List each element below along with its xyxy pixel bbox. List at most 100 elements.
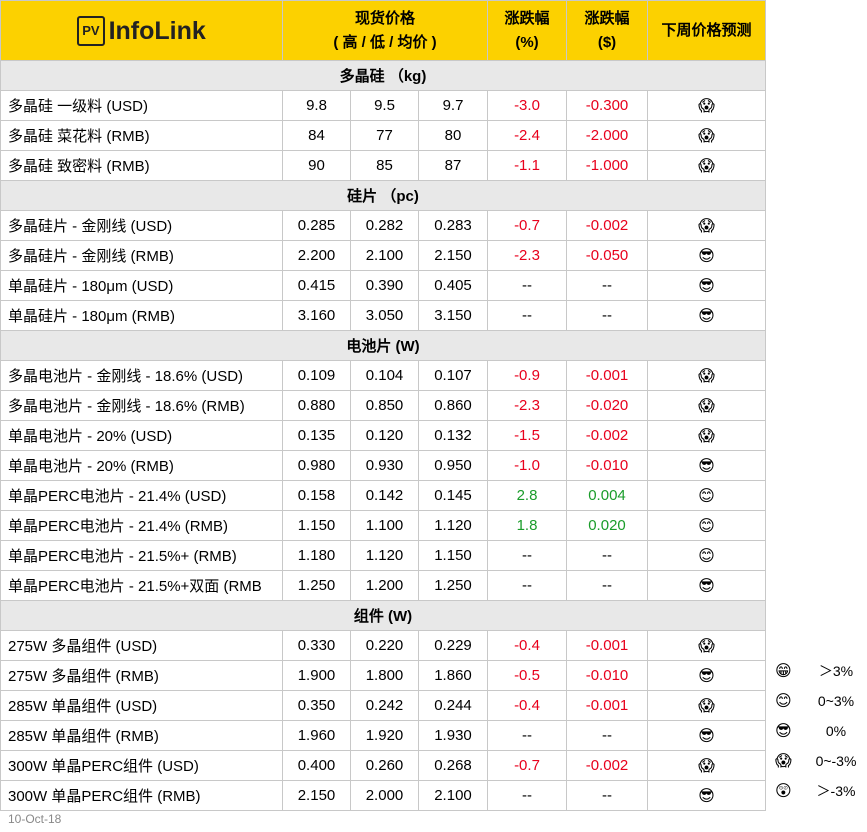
- forecast-icon: 😎: [647, 240, 766, 271]
- data-row: 多晶硅 一级料 (USD) 9.8 9.5 9.7 -3.0 -0.300 😱: [0, 90, 766, 121]
- change-usd: -0.300: [566, 90, 648, 121]
- section-title: 组件 (W): [0, 600, 766, 631]
- product-name: 单晶PERC电池片 - 21.5%+双面 (RMB: [0, 570, 283, 601]
- product-name: 单晶硅片 - 180μm (USD): [0, 270, 283, 301]
- data-row: 多晶硅 致密料 (RMB) 90 85 87 -1.1 -1.000 😱: [0, 150, 766, 181]
- price-high: 0.980: [282, 450, 351, 481]
- change-usd: -0.010: [566, 450, 648, 481]
- legend-icon: 😎: [775, 723, 792, 740]
- forecast-icon: 😱: [647, 210, 766, 241]
- change-usd: --: [566, 540, 648, 571]
- change-usd: --: [566, 780, 648, 811]
- change-usd: 0.004: [566, 480, 648, 511]
- price-avg: 0.107: [418, 360, 488, 391]
- change-pct: -2.3: [487, 240, 567, 271]
- change-pct: -1.0: [487, 450, 567, 481]
- price-avg: 0.244: [418, 690, 488, 721]
- change-pct: -1.5: [487, 420, 567, 451]
- product-name: 单晶PERC电池片 - 21.4% (USD): [0, 480, 283, 511]
- product-name: 300W 单晶PERC组件 (RMB): [0, 780, 283, 811]
- forecast-icon: 😱: [647, 150, 766, 181]
- price-high: 0.109: [282, 360, 351, 391]
- price-high: 1.250: [282, 570, 351, 601]
- price-high: 0.330: [282, 630, 351, 661]
- price-avg: 1.250: [418, 570, 488, 601]
- price-avg: 0.229: [418, 630, 488, 661]
- change-usd: --: [566, 570, 648, 601]
- price-low: 0.850: [350, 390, 419, 421]
- change-pct: -0.4: [487, 630, 567, 661]
- change-pct: -1.1: [487, 150, 567, 181]
- data-row: 单晶PERC电池片 - 21.4% (USD) 0.158 0.142 0.145 2.…: [0, 480, 766, 511]
- usd-title: 涨跌幅: [584, 9, 630, 27]
- price-high: 9.8: [282, 90, 351, 121]
- product-name: 单晶电池片 - 20% (RMB): [0, 450, 283, 481]
- pct-unit: (%): [515, 33, 539, 51]
- price-low: 0.390: [350, 270, 419, 301]
- change-pct: 1.8: [487, 510, 567, 541]
- price-avg: 1.930: [418, 720, 488, 751]
- price-high: 1.900: [282, 660, 351, 691]
- change-usd: --: [566, 270, 648, 301]
- change-pct: --: [487, 720, 567, 751]
- price-avg: 9.7: [418, 90, 488, 121]
- product-name: 285W 单晶组件 (USD): [0, 690, 283, 721]
- product-name: 多晶硅片 - 金刚线 (USD): [0, 210, 283, 241]
- price-low: 85: [350, 150, 419, 181]
- forecast-icon: 😎: [647, 660, 766, 691]
- product-name: 单晶PERC电池片 - 21.4% (RMB): [0, 510, 283, 541]
- legend-icon: 😁: [775, 663, 792, 680]
- product-name: 单晶硅片 - 180μm (RMB): [0, 300, 283, 331]
- forecast-header: 下周价格预测: [647, 0, 766, 61]
- data-row: 单晶硅片 - 180μm (RMB) 3.160 3.050 3.150 -- -- 😎: [0, 300, 766, 331]
- price-avg: 80: [418, 120, 488, 151]
- data-row: 300W 单晶PERC组件 (USD) 0.400 0.260 0.268 -0.7 -0…: [0, 750, 766, 781]
- price-low: 1.920: [350, 720, 419, 751]
- price-avg: 2.150: [418, 240, 488, 271]
- data-row: 285W 单晶组件 (USD) 0.350 0.242 0.244 -0.4 -0.001…: [0, 690, 766, 721]
- forecast-icon: 😱: [647, 120, 766, 151]
- legend: 😁 ＞3% 😊 0~3% 😎 0% 😱 0~-3% 😲 ＞-3%: [775, 656, 861, 806]
- change-pct: -0.7: [487, 750, 567, 781]
- price-low: 1.200: [350, 570, 419, 601]
- product-name: 多晶硅 一级料 (USD): [0, 90, 283, 121]
- header-row: PV InfoLink 现货价格 ( 高 / 低 / 均价 ) 涨跌幅 (%) 涨跌幅…: [0, 0, 766, 61]
- forecast-icon: 😎: [647, 450, 766, 481]
- legend-item: 😁 ＞3%: [775, 656, 861, 686]
- section-title: 多晶硅 （kg): [0, 60, 766, 91]
- change-pct: --: [487, 270, 567, 301]
- forecast-icon: 😎: [647, 300, 766, 331]
- change-usd: -0.002: [566, 210, 648, 241]
- change-pct: -0.4: [487, 690, 567, 721]
- usd-unit: ($): [597, 33, 617, 51]
- data-row: 单晶硅片 - 180μm (USD) 0.415 0.390 0.405 -- -- 😎: [0, 270, 766, 301]
- data-row: 单晶电池片 - 20% (RMB) 0.980 0.930 0.950 -1.0 -0.0…: [0, 450, 766, 481]
- legend-label: ＞-3%: [816, 783, 856, 799]
- forecast-icon: 😊: [647, 480, 766, 511]
- usd-header: 涨跌幅 ($): [566, 0, 648, 61]
- price-low: 2.000: [350, 780, 419, 811]
- forecast-icon: 😱: [647, 390, 766, 421]
- price-avg: 2.100: [418, 780, 488, 811]
- section-row: 组件 (W): [0, 600, 766, 631]
- legend-label: 0~-3%: [815, 753, 857, 769]
- legend-item: 😎 0%: [775, 716, 861, 746]
- price-low: 9.5: [350, 90, 419, 121]
- change-usd: -2.000: [566, 120, 648, 151]
- change-pct: -0.7: [487, 210, 567, 241]
- price-low: 0.104: [350, 360, 419, 391]
- logo-box: PV: [77, 15, 105, 46]
- price-low: 77: [350, 120, 419, 151]
- product-name: 多晶硅 致密料 (RMB): [0, 150, 283, 181]
- legend-icon: 😊: [775, 693, 792, 710]
- product-name: 多晶硅片 - 金刚线 (RMB): [0, 240, 283, 271]
- product-name: 275W 多晶组件 (RMB): [0, 660, 283, 691]
- change-usd: -0.001: [566, 360, 648, 391]
- forecast-icon: 😱: [647, 690, 766, 721]
- logo: PV InfoLink: [0, 0, 283, 61]
- change-pct: -2.3: [487, 390, 567, 421]
- section-row: 硅片 （pc): [0, 180, 766, 211]
- forecast-icon: 😱: [647, 360, 766, 391]
- section-title: 电池片 (W): [0, 330, 766, 361]
